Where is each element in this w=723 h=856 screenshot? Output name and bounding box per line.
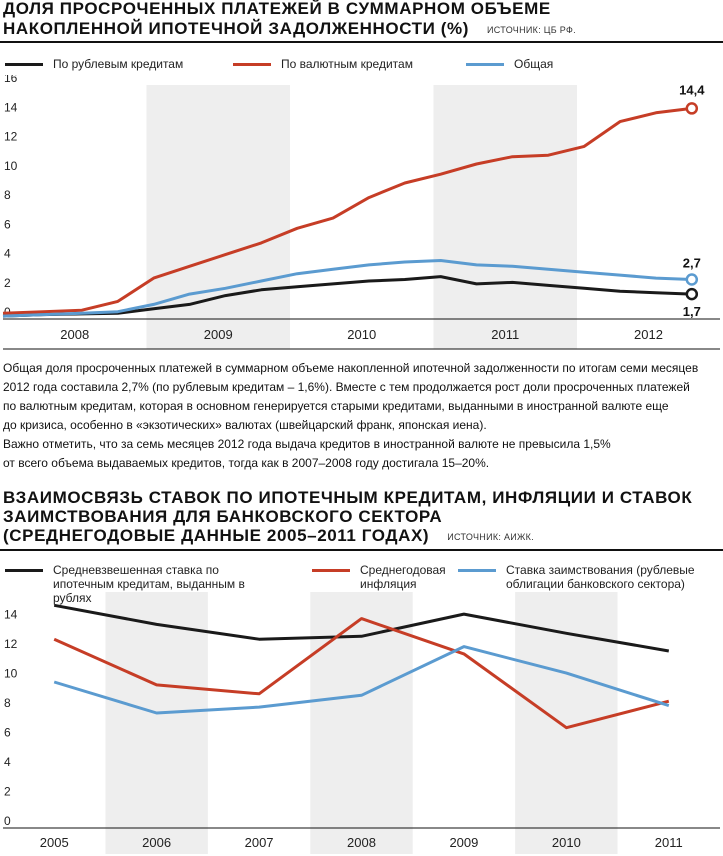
text-line: по валютным кредитам, которая в основном… bbox=[3, 399, 669, 413]
text-line: Важно отметить, что за семь месяцев 2012… bbox=[3, 437, 611, 451]
y-tick-label: 8 bbox=[4, 188, 11, 202]
chart1-title-text: НАКОПЛЕННОЙ ИПОТЕЧНОЙ ЗАДОЛЖЕННОСТИ (%) bbox=[3, 19, 470, 38]
y-tick-label: 0 bbox=[4, 814, 11, 828]
x-tick-label: 2009 bbox=[204, 327, 233, 342]
text-line: 2012 года составила 2,7% (по рублевым кр… bbox=[3, 380, 690, 394]
x-tick-label: 2012 bbox=[634, 327, 663, 342]
y-tick-label: 14 bbox=[4, 100, 18, 114]
y-tick-label: 16 bbox=[4, 75, 18, 85]
end-value-label: 14,4 bbox=[679, 82, 705, 97]
end-point-marker bbox=[685, 102, 699, 115]
paragraph-1: Общая доля просроченных платежей в сумма… bbox=[3, 359, 715, 435]
x-tick-label: 2011 bbox=[655, 835, 683, 850]
chart1-source: ИСТОЧНИК: ЦБ РФ. bbox=[487, 24, 576, 35]
year-band bbox=[433, 85, 577, 349]
legend-label: Ставка заимствования (рублевые облигации… bbox=[506, 563, 695, 591]
chart2-source: ИСТОЧНИК: АИЖК. bbox=[447, 531, 535, 542]
y-tick-label: 10 bbox=[4, 159, 18, 173]
end-point-marker bbox=[685, 287, 699, 301]
text-line: до кризиса, особенно в «экзотических» ва… bbox=[3, 418, 487, 432]
y-tick-label: 2 bbox=[4, 785, 11, 799]
chart2-title-text: (СРЕДНЕГОДОВЫЕ ДАННЫЕ 2005–2011 ГОДАХ) bbox=[3, 526, 430, 545]
text-line: от всего объема выдаваемых кредитов, тог… bbox=[3, 456, 490, 470]
y-tick-label: 14 bbox=[4, 608, 18, 622]
y-tick-label: 2 bbox=[4, 276, 11, 290]
y-tick-label: 4 bbox=[4, 755, 11, 769]
series-line bbox=[53, 645, 670, 715]
x-tick-label: 2010 bbox=[347, 327, 376, 342]
y-tick-label: 10 bbox=[4, 667, 18, 681]
text-line: Общая доля просроченных платежей в сумма… bbox=[3, 361, 699, 375]
legend-swatch-black bbox=[5, 569, 43, 572]
series-line bbox=[2, 259, 692, 318]
y-tick-label: 12 bbox=[4, 130, 18, 144]
end-value-label: 2,7 bbox=[683, 256, 701, 271]
legend-label: Среднегодовая инфляция bbox=[360, 563, 446, 591]
legend-swatch-black bbox=[5, 63, 43, 66]
series-line bbox=[53, 617, 670, 730]
year-band bbox=[105, 592, 208, 854]
legend-label: Общая bbox=[514, 57, 554, 71]
article-text: Общая доля просроченных платежей в сумма… bbox=[3, 359, 715, 473]
chart1-title-line2: НАКОПЛЕННОЙ ИПОТЕЧНОЙ ЗАДОЛЖЕННОСТИ (%) И… bbox=[3, 20, 576, 39]
x-tick-label: 2006 bbox=[142, 835, 171, 850]
chart2-plot: 0246810121416200520062007200820092010201… bbox=[3, 592, 720, 854]
x-tick-label: 2009 bbox=[449, 835, 478, 850]
y-tick-label: 8 bbox=[4, 696, 11, 710]
y-tick-label: 6 bbox=[4, 217, 11, 231]
end-point-marker bbox=[685, 273, 699, 286]
chart2-title-line3: (СРЕДНЕГОДОВЫЕ ДАННЫЕ 2005–2011 ГОДАХ) ИС… bbox=[3, 527, 534, 546]
chart1-rule bbox=[0, 41, 723, 43]
legend-label: По валютным кредитам bbox=[281, 57, 413, 71]
x-tick-label: 2010 bbox=[552, 835, 581, 850]
chart2-rule bbox=[0, 549, 723, 551]
y-tick-label: 4 bbox=[4, 247, 11, 261]
paragraph-2: Важно отметить, что за семь месяцев 2012… bbox=[3, 435, 715, 473]
series-line bbox=[53, 603, 670, 653]
series-line bbox=[2, 275, 692, 318]
x-tick-label: 2005 bbox=[40, 835, 69, 850]
end-value-label: 1,7 bbox=[683, 304, 701, 319]
chart2-title-line1: ВЗАИМОСВЯЗЬ СТАВОК ПО ИПОТЕЧНЫМ КРЕДИТАМ… bbox=[3, 488, 693, 507]
legend-label: Средневзвешенная ставка по ипотечным кре… bbox=[53, 563, 245, 605]
x-tick-label: 2007 bbox=[245, 835, 274, 850]
x-tick-label: 2008 bbox=[347, 835, 376, 850]
y-tick-label: 6 bbox=[4, 726, 11, 740]
year-band bbox=[146, 85, 290, 349]
legend-swatch-blue bbox=[466, 63, 504, 66]
chart2-title-line2: ЗАИМСТВОВАНИЯ ДЛЯ БАНКОВСКОГО СЕКТОРА bbox=[3, 507, 443, 526]
y-tick-label: 12 bbox=[4, 637, 18, 651]
x-tick-label: 2008 bbox=[60, 327, 89, 342]
legend-swatch-red bbox=[233, 63, 271, 66]
legend-label: По рублевым кредитам bbox=[53, 57, 184, 71]
series-line bbox=[2, 106, 692, 315]
legend-swatch-blue bbox=[458, 569, 496, 572]
chart1-title-line1: ДОЛЯ ПРОСРОЧЕННЫХ ПЛАТЕЖЕЙ В СУММАРНОМ О… bbox=[3, 0, 551, 18]
legend-swatch-red bbox=[312, 569, 350, 572]
x-tick-label: 2011 bbox=[491, 327, 519, 342]
year-band bbox=[515, 592, 618, 854]
